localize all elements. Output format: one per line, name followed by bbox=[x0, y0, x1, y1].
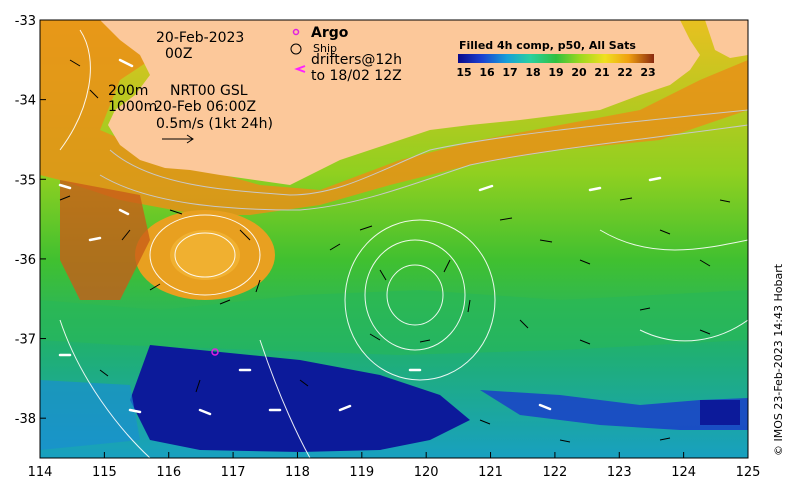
colorbar-tick-label: 15 bbox=[456, 66, 471, 79]
cool-southern-water bbox=[130, 345, 470, 452]
warm-eddy-core bbox=[170, 230, 240, 280]
colorbar-tick-label: 19 bbox=[548, 66, 563, 79]
colorbar-tick-label: 21 bbox=[594, 66, 609, 79]
mid-shelf-band bbox=[40, 290, 748, 355]
colorbar bbox=[458, 54, 654, 63]
drifters-line1: drifters@12h bbox=[311, 52, 402, 68]
y-tick-label: -34 bbox=[15, 94, 36, 109]
cool-west-water bbox=[40, 380, 140, 450]
colorbar-tick-label: 22 bbox=[617, 66, 632, 79]
y-axis-ticks: -33 -34 -35 -36 -37 -38 bbox=[15, 14, 46, 427]
colorbar-tick-label: 17 bbox=[502, 66, 517, 79]
isobath-200m bbox=[109, 109, 748, 196]
date-line1: 20-Feb-2023 bbox=[156, 30, 244, 46]
cool-southeast-water bbox=[480, 390, 748, 430]
cool-patch-east bbox=[700, 400, 740, 425]
land-east bbox=[705, 20, 748, 58]
argo-legend-icon bbox=[292, 28, 300, 36]
sea-level-contours bbox=[59, 29, 748, 458]
x-tick-label: 124 bbox=[671, 465, 696, 480]
scale-label: 0.5m/s (1kt 24h) bbox=[156, 116, 273, 132]
y-tick-label: -38 bbox=[15, 412, 36, 427]
colorbar-tick-label: 16 bbox=[479, 66, 495, 79]
x-tick-label: 118 bbox=[285, 465, 310, 480]
drifter-legend-icon bbox=[294, 65, 306, 73]
drifter-tracks bbox=[58, 58, 662, 416]
altimetry-line1: NRT00 GSL bbox=[170, 83, 248, 99]
colorbar-tick-label: 20 bbox=[571, 66, 587, 79]
argo-legend-label: Argo bbox=[311, 25, 349, 41]
plot-frame bbox=[39, 19, 749, 459]
x-tick-label: 122 bbox=[542, 465, 567, 480]
y-tick-label: -37 bbox=[15, 333, 36, 348]
ship-legend-label: Ship bbox=[313, 42, 337, 55]
x-tick-label: 117 bbox=[221, 465, 246, 480]
altimetry-line2: 20-Feb 06:00Z bbox=[154, 99, 256, 115]
x-tick-label: 119 bbox=[349, 465, 374, 480]
date-line2: 00Z bbox=[165, 46, 192, 62]
drifters-line2: to 18/02 12Z bbox=[311, 68, 402, 84]
x-tick-label: 120 bbox=[414, 465, 439, 480]
current-vectors bbox=[59, 59, 731, 443]
x-tick-label: 123 bbox=[607, 465, 632, 480]
x-tick-label: 116 bbox=[156, 465, 181, 480]
credit-text: © IMOS 23-Feb-2023 14:43 Hobart bbox=[772, 263, 785, 456]
ship-legend-icon bbox=[290, 43, 302, 55]
colorbar-title: Filled 4h comp, p50, All Sats bbox=[459, 39, 636, 52]
contour-label-1000m: 1000m bbox=[108, 99, 157, 115]
colorbar-tick-label: 23 bbox=[640, 66, 655, 79]
x-tick-label: 121 bbox=[478, 465, 503, 480]
argo-float-marker[interactable] bbox=[211, 348, 219, 356]
colorbar-ticks: 15 16 17 18 19 20 21 22 23 bbox=[456, 66, 655, 79]
x-tick-label: 114 bbox=[28, 465, 53, 480]
x-tick-label: 125 bbox=[736, 465, 761, 480]
x-axis-ticks: 114 115 116 117 118 119 120 121 122 123 124 125 bbox=[28, 452, 761, 480]
y-tick-label: -35 bbox=[15, 173, 36, 188]
x-tick-label: 115 bbox=[92, 465, 117, 480]
y-tick-label: -33 bbox=[15, 14, 36, 29]
y-tick-label: -36 bbox=[15, 253, 36, 268]
contour-label-200m: 200m bbox=[108, 83, 148, 99]
colorbar-tick-label: 18 bbox=[525, 66, 540, 79]
scale-arrow bbox=[162, 134, 194, 144]
isobath-1000m bbox=[99, 124, 748, 211]
warm-western-tongue bbox=[60, 180, 150, 300]
